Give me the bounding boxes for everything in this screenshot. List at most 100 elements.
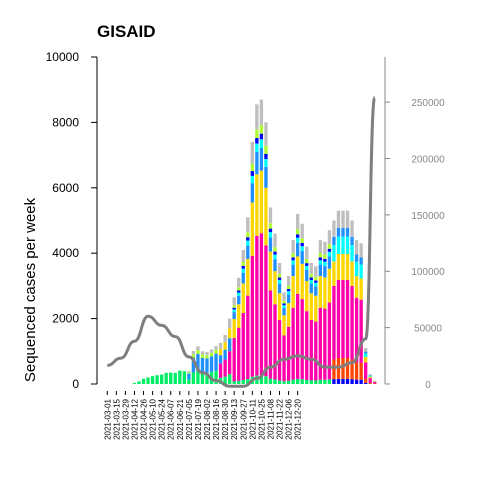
y2-tick-label: 150000 [411, 211, 445, 222]
bar-segment [260, 171, 263, 234]
bar-segment [346, 379, 349, 384]
y-tick-label: 2000 [52, 312, 79, 326]
bar-segment [328, 249, 331, 252]
bar-segment [146, 377, 149, 384]
bar-segment [169, 373, 172, 384]
bar-segment [359, 363, 362, 380]
bar-segment [305, 263, 308, 266]
bar-stack [251, 142, 254, 384]
bar-segment [255, 174, 258, 236]
bar-segment [359, 243, 362, 257]
bar-segment [319, 240, 322, 253]
bar-stack [160, 375, 163, 384]
bar-segment [314, 280, 317, 282]
bar-stack [242, 250, 245, 384]
bar-segment [242, 283, 245, 313]
bar-segment [291, 260, 294, 264]
bar-segment [373, 382, 376, 383]
bar-stack [201, 351, 204, 384]
bar-segment [251, 164, 254, 171]
bar-segment [165, 373, 168, 384]
bar-segment [223, 342, 226, 349]
bar-segment [301, 251, 304, 264]
bar-segment [237, 381, 240, 384]
chart-title: GISAID [97, 22, 156, 41]
bar-segment [269, 223, 272, 228]
bar-segment [287, 327, 290, 381]
bar-segment [314, 296, 317, 322]
bar-stack [205, 352, 208, 384]
bar-segment [369, 378, 372, 382]
bar-segment [305, 281, 308, 311]
bar-segment [305, 266, 308, 270]
bar-stack [142, 379, 145, 384]
bar-segment [332, 286, 335, 360]
bar-segment [242, 380, 245, 384]
x-tick-label: 2021-04-12 [131, 398, 140, 439]
bar-segment [287, 381, 290, 384]
bar-segment [278, 320, 281, 381]
bar-segment [310, 263, 313, 274]
bar-segment [251, 171, 254, 176]
bar-segment [255, 236, 258, 376]
bar-segment [337, 228, 340, 237]
bar-segment [314, 283, 317, 287]
bar-stack [337, 211, 340, 384]
bar-segment [282, 303, 285, 305]
bar-segment [214, 354, 217, 371]
bar-segment [233, 319, 236, 338]
x-tick-label: 2021-12-20 [294, 398, 303, 439]
x-tick-label: 2021-08-16 [212, 398, 221, 439]
bar-stack [296, 214, 299, 384]
bar-segment [346, 211, 349, 228]
bar-segment [233, 381, 236, 384]
bar-segment [369, 377, 372, 378]
bar-segment [264, 376, 267, 384]
bar-segment [346, 254, 349, 280]
bar-segment [301, 264, 304, 299]
bar-segment [332, 245, 335, 261]
bar-segment [323, 259, 326, 262]
x-tick-label: 2021-05-24 [158, 398, 167, 439]
bar-segment [314, 322, 317, 381]
bar-segment [287, 276, 290, 286]
y2-tick-label: 200000 [411, 154, 445, 165]
bar-segment [364, 362, 367, 378]
bar-segment [319, 253, 322, 257]
bar-segment [264, 167, 267, 188]
bar-stack [223, 335, 226, 384]
bar-segment [291, 240, 294, 253]
bar-segment [210, 353, 213, 356]
bar-stack [359, 243, 362, 384]
bar-segment [323, 380, 326, 384]
bar-stack [373, 381, 376, 384]
bar-segment [301, 243, 304, 246]
bar-segment [237, 278, 240, 288]
bar-segment [287, 303, 290, 327]
bar-segment [346, 358, 349, 379]
bar-segment [287, 294, 290, 303]
x-tick-label: 2021-04-26 [140, 398, 149, 439]
bar-segment [269, 229, 272, 233]
bar-segment [205, 358, 208, 372]
bar-stack [264, 122, 267, 384]
bar-segment [242, 269, 245, 273]
bar-segment [305, 259, 308, 263]
bar-segment [364, 352, 367, 354]
bar-segment [314, 286, 317, 295]
bar-segment [264, 159, 267, 167]
bar-segment [246, 232, 249, 237]
bar-stack [233, 297, 236, 384]
x-tick-label: 2021-07-05 [185, 398, 194, 439]
bar-segment [255, 104, 258, 129]
bar-stack [323, 242, 326, 384]
bar-stack [369, 374, 372, 384]
bar-segment [273, 234, 276, 248]
bar-segment [260, 148, 263, 171]
bar-segment [369, 374, 372, 375]
bar-segment [355, 240, 358, 254]
y2-tick-label: 250000 [411, 98, 445, 109]
bar-segment [341, 358, 344, 379]
bar-stack [278, 263, 281, 384]
